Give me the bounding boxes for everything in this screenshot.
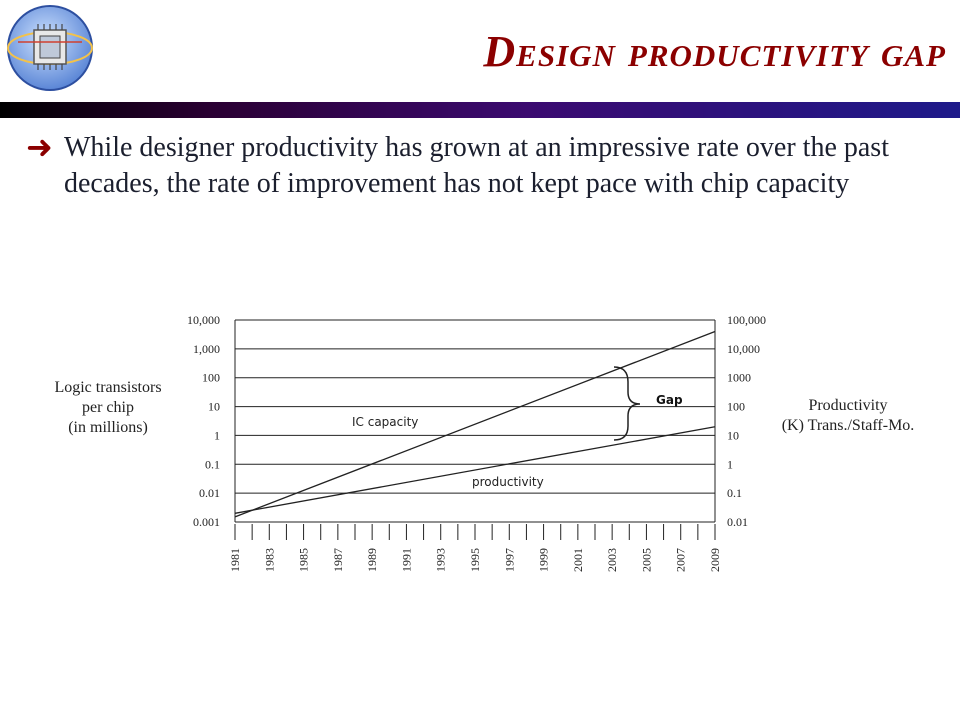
left-axis-title: Logic transistors per chip (in millions)	[54, 379, 161, 436]
left-tick-label: 0.001	[193, 515, 220, 529]
gap-label: Gap	[656, 393, 683, 407]
left-tick-label: 10	[208, 400, 220, 414]
left-axis-title-line: (in millions)	[68, 419, 148, 436]
x-tick-label: 1991	[399, 548, 413, 572]
x-tick-label: 1997	[502, 548, 516, 572]
left-tick-label: 1,000	[193, 342, 220, 356]
right-tick-label: 10,000	[727, 342, 760, 356]
right-tick-label: 0.01	[727, 515, 748, 529]
left-axis-title-line: Logic transistors	[54, 379, 161, 396]
right-tick-label: 10	[727, 428, 739, 442]
left-tick-label: 0.1	[205, 457, 220, 471]
x-tick-label: 1983	[262, 548, 276, 572]
series-label: IC capacity	[352, 415, 418, 429]
left-axis-ticks: 10,000 1,000 100 10 1 0.1 0.01 0.001	[187, 313, 220, 529]
slide-title: Design productivity gap	[483, 27, 946, 76]
left-tick-label: 100	[202, 371, 220, 385]
x-tick-label: 1987	[331, 548, 345, 572]
right-tick-label: 1000	[727, 371, 751, 385]
right-axis-title: Productivity (K) Trans./Staff-Mo.	[782, 397, 915, 434]
x-tick-label: 1993	[434, 548, 448, 572]
gap-brace-icon	[613, 366, 641, 441]
right-axis-title-line: Productivity	[808, 397, 887, 414]
x-tick-label: 2005	[639, 548, 653, 572]
x-tick-label: 1989	[365, 548, 379, 572]
arrow-right-icon: ➜	[26, 128, 53, 166]
x-tick-label: 2007	[674, 548, 688, 572]
x-tick-label: 1995	[468, 548, 482, 572]
left-tick-label: 1	[214, 428, 220, 442]
x-axis-ticks: 1981 1983 1985 1987 1989 1991 1993 1995 1997 1999…	[228, 524, 722, 572]
series-line	[234, 426, 716, 514]
gridlines	[234, 319, 716, 523]
right-axis-ticks: 100,000 10,000 1000 100 10 1 0.1 0.01	[727, 313, 766, 529]
right-tick-label: 1	[727, 457, 733, 471]
productivity-gap-chart: Logic transistors per chip (in millions) P…	[54, 313, 915, 572]
x-tick-label: 2003	[605, 548, 619, 572]
right-tick-label: 100	[727, 400, 745, 414]
series-line	[234, 330, 716, 518]
right-tick-label: 100,000	[727, 313, 766, 327]
title-divider	[0, 102, 960, 118]
bullet-text: While designer productivity has grown at…	[64, 132, 889, 199]
chip-globe-logo-icon	[7, 5, 93, 91]
x-tick-label: 1999	[537, 548, 551, 572]
x-tick-label: 1985	[297, 548, 311, 572]
right-axis-title-line: (K) Trans./Staff-Mo.	[782, 417, 915, 434]
x-tick-label: 1981	[228, 548, 242, 572]
right-tick-label: 0.1	[727, 486, 742, 500]
left-axis-title-line: per chip	[82, 399, 134, 416]
series-label: productivity	[472, 475, 544, 489]
x-tick-label: 2009	[708, 548, 722, 572]
series-layer: IC capacity productivity	[234, 330, 716, 518]
left-tick-label: 0.01	[199, 486, 220, 500]
bullet-point: ➜ While designer productivity has grown …	[26, 130, 936, 202]
gap-annotation: Gap	[613, 366, 683, 441]
left-tick-label: 10,000	[187, 313, 220, 327]
x-tick-label: 2001	[571, 548, 585, 572]
